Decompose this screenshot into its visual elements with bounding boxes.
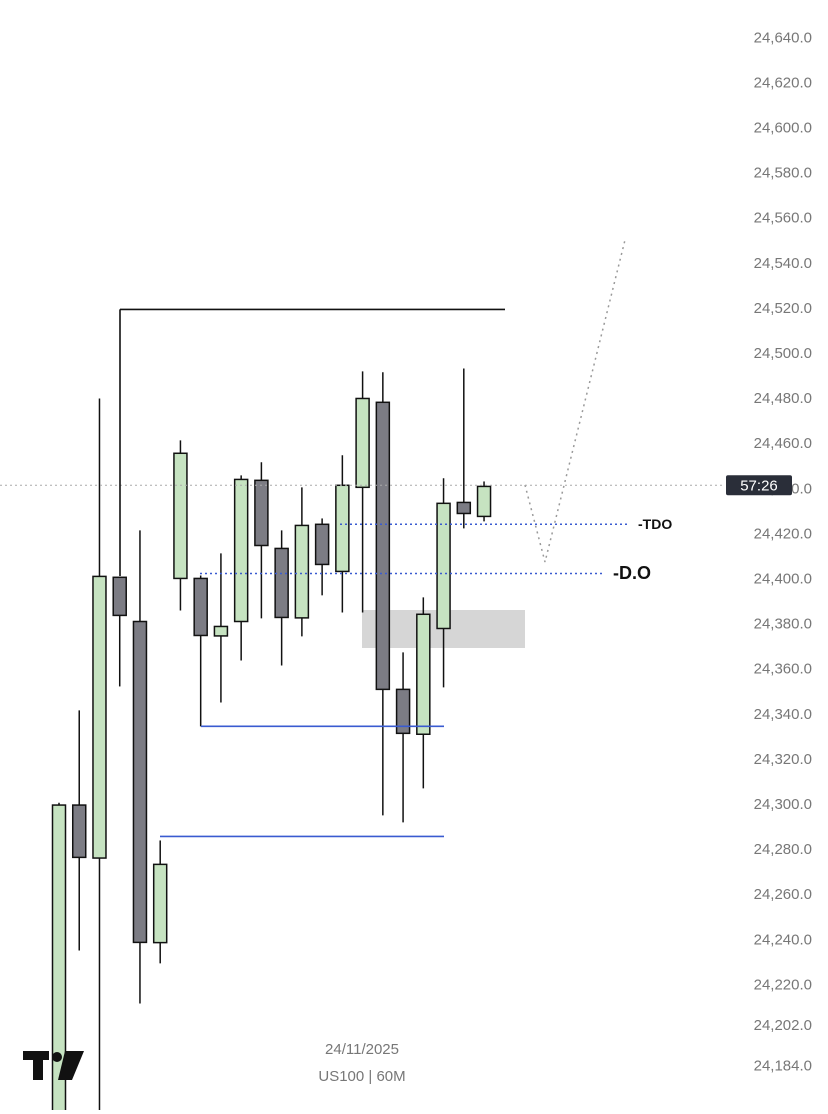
y-tick-label: 24,640.0 [754, 29, 812, 46]
y-tick-label: 24,320.0 [754, 751, 812, 768]
y-tick-label: 24,560.0 [754, 210, 812, 227]
candle-body [173, 452, 188, 580]
plot-area [51, 368, 492, 1110]
candle-body [274, 547, 289, 619]
candle-body [152, 863, 168, 944]
candle-body [112, 576, 127, 617]
y-tick-label: 24,480.0 [754, 390, 812, 407]
candle-body [92, 575, 107, 859]
candle-body [416, 613, 431, 735]
candle-body [294, 524, 310, 619]
candle-body [51, 804, 67, 1110]
candle-body [436, 502, 451, 630]
y-tick-label: 24,184.0 [754, 1058, 812, 1075]
y-tick-label: 24,240.0 [754, 931, 812, 948]
y-tick-label: 24,460.0 [754, 435, 812, 452]
projection-path [524, 239, 626, 563]
candle-body [476, 485, 492, 518]
candle-body [193, 577, 208, 637]
y-tick-label: 24,220.0 [754, 976, 812, 993]
y-tick-label: 24,540.0 [754, 255, 812, 272]
candle-body [213, 625, 229, 637]
level-label: -TDO [638, 516, 672, 532]
symbol-label: US100 | 60M [318, 1068, 405, 1085]
y-tick-label: 24,600.0 [754, 120, 812, 137]
y-tick-label: 24,202.0 [754, 1017, 812, 1034]
logo [23, 1051, 84, 1080]
y-tick-label: 24,420.0 [754, 525, 812, 542]
candle-body [355, 397, 370, 489]
date-label: 24/11/2025 [325, 1041, 399, 1058]
candle-body [233, 478, 249, 623]
y-tick-label: 24,520.0 [754, 300, 812, 317]
level-label: -D.O [613, 563, 651, 583]
candle-body [132, 620, 148, 944]
y-tick-label: 24,340.0 [754, 706, 812, 723]
y-tick-label: 24,620.0 [754, 74, 812, 91]
candle-body [71, 804, 87, 859]
y-tick-label: 24,280.0 [754, 841, 812, 858]
candle-body [456, 501, 472, 515]
candle-body [314, 523, 330, 566]
y-tick-label: 24,260.0 [754, 886, 812, 903]
y-tick-label: 24,400.0 [754, 571, 812, 588]
y-tick-label: 24,580.0 [754, 165, 812, 182]
candle-body [254, 479, 269, 547]
countdown-label: 57:26 [740, 477, 778, 494]
countdown-badge [726, 475, 792, 496]
candle-body [395, 688, 411, 735]
y-tick-label: 24,360.0 [754, 661, 812, 678]
y-tick-label: 24,300.0 [754, 796, 812, 813]
y-tick-label: 24,500.0 [754, 345, 812, 362]
candle-body [375, 401, 391, 691]
y-tick-label: 24,380.0 [754, 616, 812, 633]
candle-body [335, 484, 350, 573]
